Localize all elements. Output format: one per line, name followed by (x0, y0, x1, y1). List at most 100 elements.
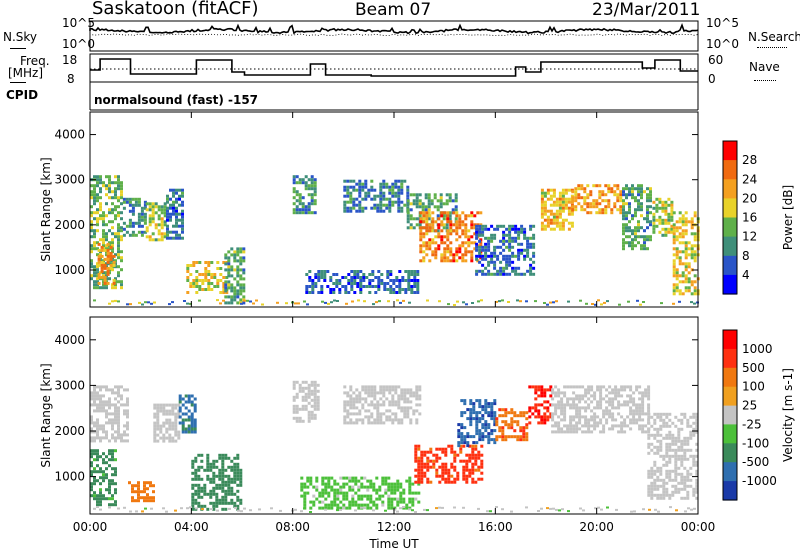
velocity-cell-3 (168, 418, 172, 422)
velocity-cell-10 (487, 423, 491, 427)
velocity-cell-13 (611, 418, 615, 422)
power-cell-10 (445, 193, 449, 197)
velocity-cell-14 (683, 415, 687, 419)
velocity-cell-7 (366, 506, 370, 510)
velocity-cell-12 (540, 421, 544, 425)
velocity-cell-8 (409, 418, 413, 422)
velocity-cell-6 (304, 395, 308, 399)
velocity-cell-3 (174, 412, 178, 416)
velocity-cell-5 (197, 474, 201, 478)
velocity-cell-5 (227, 501, 231, 505)
velocity-cell-11 (519, 429, 523, 433)
velocity-cell-7 (318, 494, 322, 498)
velocity-cell-14 (662, 478, 666, 482)
xtick-label: 16:00 (478, 520, 513, 534)
power-cell-6 (230, 289, 234, 293)
power-cell-16 (667, 218, 671, 222)
power-cell-12 (493, 245, 497, 249)
power-cell-11 (422, 256, 426, 260)
velocity-cell-7 (327, 479, 331, 483)
power-cell-12 (502, 242, 506, 246)
velocity-cell-8 (352, 403, 356, 407)
power-cell-0 (120, 211, 123, 215)
power-cell-10 (412, 226, 416, 230)
velocity-cell-2 (143, 499, 146, 503)
velocity-cell-1 (114, 415, 117, 419)
power-cell-3 (151, 220, 155, 224)
velocity-cell-14 (674, 439, 678, 443)
velocity-cell-8 (418, 397, 422, 401)
velocity-cell-1 (117, 409, 120, 413)
power-cell-4 (166, 197, 169, 201)
velocity-cell-13 (632, 391, 636, 395)
velocity-cell-14 (668, 445, 672, 449)
power-cell-9 (400, 206, 404, 210)
velocity-cell-3 (153, 421, 157, 425)
velocity-cell-9 (414, 450, 418, 454)
velocity-cell-14 (650, 415, 654, 419)
power-ground-scatter (600, 303, 603, 306)
power-cell-12 (505, 272, 509, 276)
power-cell-8 (353, 291, 357, 294)
velocity-cell-13 (629, 400, 633, 404)
power-cell-11 (428, 247, 432, 251)
velocity-cell-0 (99, 503, 102, 507)
power-cell-7 (292, 181, 296, 185)
velocity-cell-11 (507, 423, 511, 427)
power-cell-17 (672, 229, 676, 233)
power-cell-12 (502, 236, 506, 240)
power-cell-6 (230, 295, 234, 299)
velocity-cell-11 (498, 426, 502, 430)
velocity-cell-14 (692, 415, 696, 419)
power-cell-12 (526, 248, 530, 252)
velocity-cell-10 (463, 402, 467, 406)
power-cell-17 (684, 244, 688, 248)
velocity-cell-14 (668, 430, 672, 434)
velocity-cell-8 (346, 409, 350, 413)
velocity-cell-7 (372, 488, 376, 492)
power-cell-15 (643, 247, 646, 251)
velocity-cell-3 (168, 427, 172, 431)
velocity-cell-0 (114, 470, 117, 474)
velocity-cell-7 (357, 503, 361, 507)
power-ground-scatter (693, 302, 696, 305)
power-cell-15 (631, 229, 634, 233)
velocity-cell-13 (587, 391, 591, 395)
velocity-ytick-label: 4000 (54, 333, 85, 347)
power-cell-14 (595, 205, 599, 209)
velocity-cell-13 (611, 391, 615, 395)
power-cell-8 (356, 285, 360, 288)
velocity-cell-8 (370, 394, 374, 398)
power-cell-15 (646, 247, 649, 251)
power-cell-2 (131, 233, 135, 237)
velocity-cell-7 (396, 482, 400, 486)
velocity-cell-0 (114, 491, 117, 495)
power-ground-scatter (585, 302, 588, 305)
velocity-cell-6 (304, 407, 308, 411)
velocity-cell-7 (348, 506, 352, 510)
velocity-cell-14 (677, 433, 681, 437)
velocity-cell-8 (349, 388, 353, 392)
velocity-cell-11 (501, 432, 505, 436)
power-cell-0 (111, 262, 114, 266)
power-cell-14 (574, 208, 578, 212)
velocity-cell-7 (381, 479, 385, 483)
power-cell-9 (397, 191, 401, 195)
velocity-cell-14 (674, 454, 678, 458)
velocity-cell-2 (131, 490, 134, 494)
power-ground-scatter (93, 299, 96, 302)
power-cell-12 (523, 227, 527, 231)
power-cell-7 (310, 175, 314, 179)
velocity-cell-10 (475, 441, 479, 445)
velocity-cell-13 (599, 403, 603, 407)
power-cell-8 (308, 279, 312, 282)
velocity-cell-8 (346, 391, 350, 395)
power-cell-15 (649, 187, 652, 191)
velocity-cell-5 (227, 489, 231, 493)
velocity-cell-8 (346, 412, 350, 416)
velocity-cell-5 (227, 474, 231, 478)
velocity-ground-scatter (648, 508, 651, 511)
velocity-cell-4 (181, 412, 185, 416)
power-cell-17 (684, 265, 688, 269)
power-cell-17 (678, 241, 682, 245)
